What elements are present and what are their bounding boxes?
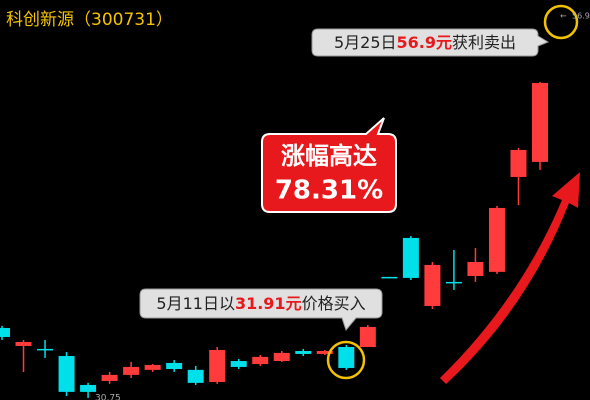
buy-action: 价格买入	[302, 294, 366, 313]
candle-body	[510, 149, 527, 177]
candle-body	[402, 237, 419, 278]
candle-body	[80, 384, 97, 392]
buy-price: 31.91元	[235, 294, 302, 313]
candle-body	[209, 349, 226, 382]
candle-body	[15, 341, 32, 346]
gain-line2: 78.31%	[275, 176, 383, 206]
candle-body	[424, 264, 441, 306]
sell-action: 获利卖出	[452, 33, 516, 52]
candle-body	[338, 347, 355, 368]
candle-body	[252, 356, 269, 364]
sell-note: 5月25日56.9元获利卖出	[311, 28, 550, 57]
gain-note: 涨幅高达 78.31%	[261, 117, 397, 213]
candle-body	[101, 374, 118, 381]
candle-body	[187, 369, 204, 383]
candle-body	[123, 366, 140, 375]
candle-body	[381, 276, 398, 279]
sell-circle	[543, 4, 579, 40]
low-label: 30.75	[95, 394, 121, 400]
candles	[0, 81, 548, 398]
candle-body	[37, 348, 54, 351]
buy-text: 5月11日以31.91元价格买入	[156, 294, 365, 313]
candle-body	[144, 365, 161, 370]
candle-body	[230, 361, 247, 367]
candle-body	[359, 326, 376, 348]
chart-title: 科创新源（300731）	[6, 10, 173, 30]
candle-body	[445, 281, 462, 284]
candle-body	[532, 82, 548, 162]
buy-circle	[326, 340, 366, 380]
candle-body	[273, 352, 290, 362]
buy-date: 5月11日以	[156, 294, 235, 313]
arrow-mark: ←	[560, 12, 567, 21]
candle-body	[295, 350, 312, 354]
candle-body	[488, 207, 505, 272]
buy-note: 5月11日以31.91元价格买入	[139, 288, 383, 332]
candle-body	[316, 350, 333, 354]
gain-box	[261, 117, 397, 213]
candle-body	[58, 356, 75, 392]
trend-arrow	[440, 172, 580, 384]
candle-body	[0, 327, 10, 337]
sell-text: 5月25日56.9元获利卖出	[334, 33, 516, 52]
sell-price: 56.9元	[397, 33, 452, 52]
buy-box	[139, 288, 383, 332]
high-label: 56.9	[572, 12, 590, 21]
gain-line1: 涨幅高达	[281, 142, 377, 170]
candle-body	[166, 362, 183, 370]
candle-body	[467, 261, 484, 277]
sell-box	[311, 28, 550, 57]
sell-date: 5月25日	[334, 33, 397, 52]
